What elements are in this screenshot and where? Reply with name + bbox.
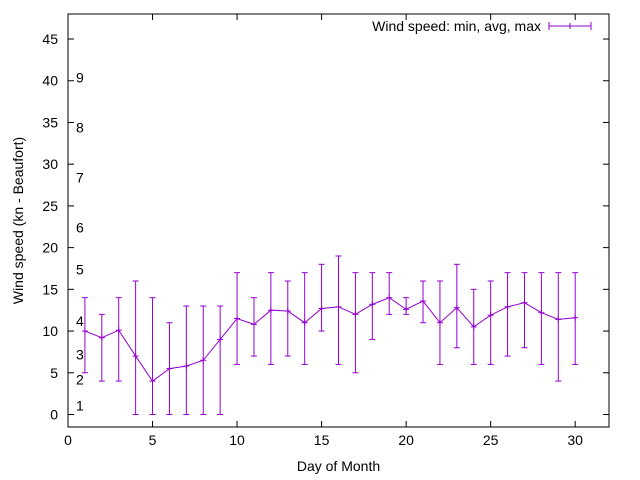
y-tick-label: 25 [42, 198, 58, 214]
beaufort-label: 5 [76, 261, 84, 277]
y-tick-label: 30 [42, 156, 58, 172]
y-tick-label: 35 [42, 114, 58, 130]
y-tick-label: 10 [42, 323, 58, 339]
beaufort-label: 6 [76, 220, 84, 236]
y-axis-label: Wind speed (kn - Beaufort) [10, 137, 26, 304]
legend-label: Wind speed: min, avg, max [372, 18, 541, 34]
beaufort-label: 1 [76, 397, 84, 413]
beaufort-label: 3 [76, 346, 84, 362]
y-tick-label: 45 [42, 31, 58, 47]
legend-sample [548, 22, 592, 30]
y-tick-label: 40 [42, 73, 58, 89]
beaufort-label: 2 [76, 371, 84, 387]
beaufort-label: 8 [76, 119, 84, 135]
y-tick-label: 20 [42, 240, 58, 256]
beaufort-label: 9 [76, 69, 84, 85]
y-tick-label: 15 [42, 281, 58, 297]
plot-frame [67, 13, 610, 428]
y-tick-label: 0 [50, 406, 58, 422]
x-axis-label: Day of Month [297, 458, 380, 474]
x-tick-label: 0 [64, 432, 72, 448]
beaufort-label: 7 [76, 170, 84, 186]
x-tick-label: 15 [314, 432, 330, 448]
legend: Wind speed: min, avg, max [372, 18, 592, 34]
x-tick-label: 20 [398, 432, 414, 448]
beaufort-labels: 1 2 3 4 5 6 7 8 9 [76, 69, 84, 413]
x-tick-label: 5 [149, 432, 157, 448]
avg-line [84, 297, 576, 382]
x-tick-label: 10 [229, 432, 245, 448]
series-layer [81, 255, 579, 415]
y-tick-label: 5 [50, 365, 58, 381]
beaufort-label: 4 [76, 313, 84, 329]
x-tick-label: 30 [567, 432, 583, 448]
x-tick-label: 25 [483, 432, 499, 448]
